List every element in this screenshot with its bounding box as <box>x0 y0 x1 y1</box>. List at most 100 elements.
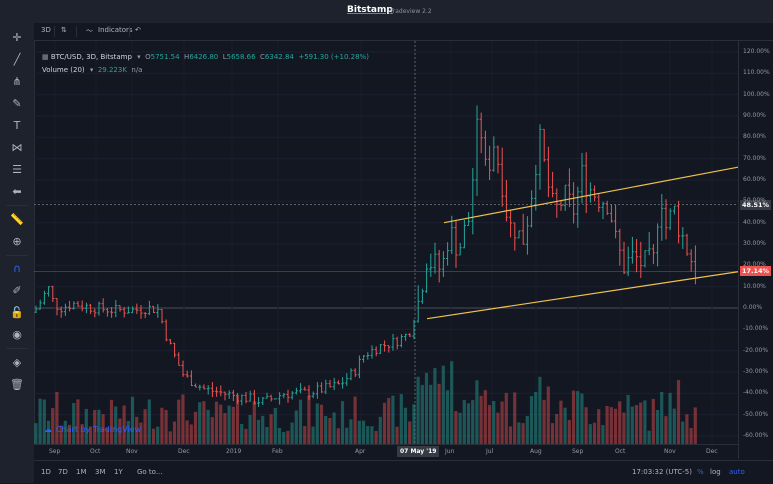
volume-bar <box>529 396 534 444</box>
volume-bar <box>403 407 408 444</box>
ruler-icon[interactable]: 📏 <box>10 212 24 226</box>
volume-bar <box>525 415 529 444</box>
legend-main: ▦ BTC/USD, 3D, Bitstamp ▾ O5751.54 H6426… <box>42 53 369 61</box>
crosshair-icon[interactable]: ✛ <box>12 30 22 44</box>
volume-bar <box>639 402 643 444</box>
volume-bar <box>252 401 256 444</box>
volume-bar <box>307 395 311 444</box>
percent-toggle[interactable]: % <box>697 468 704 476</box>
lock-icon[interactable]: 🔓 <box>10 305 24 319</box>
goto-button[interactable]: Go to... <box>137 468 163 476</box>
volume-bar <box>588 424 592 444</box>
volume-bar <box>513 392 517 444</box>
crosshair-price-tag: 48.51% <box>740 199 772 210</box>
volume-bar <box>416 376 420 444</box>
watermark-text: Chart by TradingView <box>56 425 142 434</box>
lock-drawing-icon[interactable]: ✐ <box>12 283 22 297</box>
volume-bar <box>46 420 51 444</box>
brush-icon[interactable]: ✎ <box>12 96 22 110</box>
range-1y[interactable]: 1Y <box>114 468 123 476</box>
volume-bar <box>277 427 282 444</box>
volume-bar <box>206 409 210 444</box>
volume-bar <box>475 380 479 444</box>
legend-menu-icon[interactable]: ▾ <box>137 53 141 61</box>
volume-bar <box>303 426 307 444</box>
magnet-icon[interactable]: ∩ <box>12 261 22 275</box>
pattern-icon[interactable]: ⋈ <box>11 140 23 154</box>
volume-bar <box>630 406 634 444</box>
volume-bar <box>601 424 605 444</box>
time-tick: Oct <box>615 448 626 455</box>
volume-bar <box>508 426 513 444</box>
prediction-icon[interactable]: ☰ <box>12 162 22 176</box>
zoom-in-icon[interactable]: ⊕ <box>12 234 22 248</box>
indicators-icon[interactable]: 〜 <box>86 27 93 35</box>
volume-bar <box>487 405 492 444</box>
volume-bar <box>336 428 340 444</box>
range-3m[interactable]: 3M <box>95 468 106 476</box>
price-chart[interactable] <box>34 41 738 444</box>
eye-icon[interactable]: ◉ <box>12 327 22 341</box>
price-tick: 40.00% <box>743 218 766 226</box>
time-axis[interactable]: 07 May '19 Sep Oct Nov Dec 2019 Feb Apr Jun Jul A… <box>34 444 738 460</box>
trash-icon[interactable]: 🗑 <box>10 377 24 391</box>
range-1m[interactable]: 1M <box>76 468 87 476</box>
volume-bar <box>521 423 525 444</box>
volume-bar <box>126 420 130 444</box>
volume-bar <box>538 376 542 444</box>
volume-bar <box>189 424 193 444</box>
volume-bar <box>454 411 458 444</box>
volume-menu-icon[interactable]: ▾ <box>89 66 94 74</box>
crosshair-time-tag: 07 May '19 <box>397 446 440 457</box>
legend-symbol[interactable]: BTC/USD, 3D, Bitstamp <box>50 53 132 61</box>
volume-bar <box>164 410 168 444</box>
range-1d[interactable]: 1D <box>41 468 51 476</box>
volume-bar <box>496 412 500 444</box>
layers-icon[interactable]: ◈ <box>12 355 22 369</box>
volume-bar <box>311 426 315 444</box>
volume-bar <box>445 390 450 444</box>
volume-bar <box>298 399 303 444</box>
volume-bar <box>609 407 613 444</box>
price-axis[interactable]: 48.51% 17.14% 120.00% 110.00% 100.00% 90.00… <box>738 41 773 459</box>
compare-icon[interactable]: ⇅ <box>61 26 67 34</box>
volume-bar <box>59 425 63 444</box>
volume-bar <box>72 402 76 444</box>
legend-high: 6426.80 <box>189 53 219 61</box>
channel-lower-line <box>426 271 738 320</box>
tradingview-watermark[interactable]: ☁ Chart by TradingView <box>44 425 141 434</box>
volume-bar <box>105 427 109 444</box>
auto-toggle[interactable]: auto <box>729 468 745 476</box>
volume-bar <box>500 401 504 444</box>
volume-bar <box>542 399 546 444</box>
volume-bar <box>366 426 370 444</box>
indicators-button[interactable]: Indicators <box>98 26 133 34</box>
series-toggle-icon[interactable]: ▦ <box>42 53 49 61</box>
price-tick: 20.00% <box>743 261 766 269</box>
range-7d[interactable]: 7D <box>58 468 68 476</box>
trend-line-icon[interactable]: ╱ <box>13 52 21 66</box>
drawing-toolbar: ✛ ╱ ⋔ ✎ T ⋈ ☰ ⬅ 📏 ⊕ ∩ ✐ 🔓 ◉ ◈ 🗑 <box>0 23 35 483</box>
volume-bar <box>420 384 424 444</box>
pitchfork-icon[interactable]: ⋔ <box>12 74 22 88</box>
volume-bar <box>130 396 135 444</box>
volume-bar <box>227 405 231 444</box>
resolution-button[interactable]: 3D <box>41 26 51 34</box>
log-toggle[interactable]: log <box>710 468 721 476</box>
volume-bar <box>437 383 441 444</box>
text-tool-icon[interactable]: T <box>13 118 21 132</box>
volume-bar <box>668 392 672 444</box>
volume-bar <box>63 420 67 444</box>
volume-bar <box>689 428 693 444</box>
volume-bar <box>571 390 576 444</box>
volume-bar <box>685 414 689 444</box>
undo-icon[interactable]: ↶ <box>135 26 141 34</box>
volume-bar <box>676 380 681 444</box>
volume-bar <box>664 416 668 444</box>
volume-bar <box>462 399 466 444</box>
volume-bar <box>466 403 471 444</box>
volume-label[interactable]: Volume (20) <box>42 66 85 74</box>
back-arrow-icon[interactable]: ⬅ <box>12 184 22 198</box>
volume-bar <box>42 399 46 444</box>
time-tick: Nov <box>664 448 676 455</box>
